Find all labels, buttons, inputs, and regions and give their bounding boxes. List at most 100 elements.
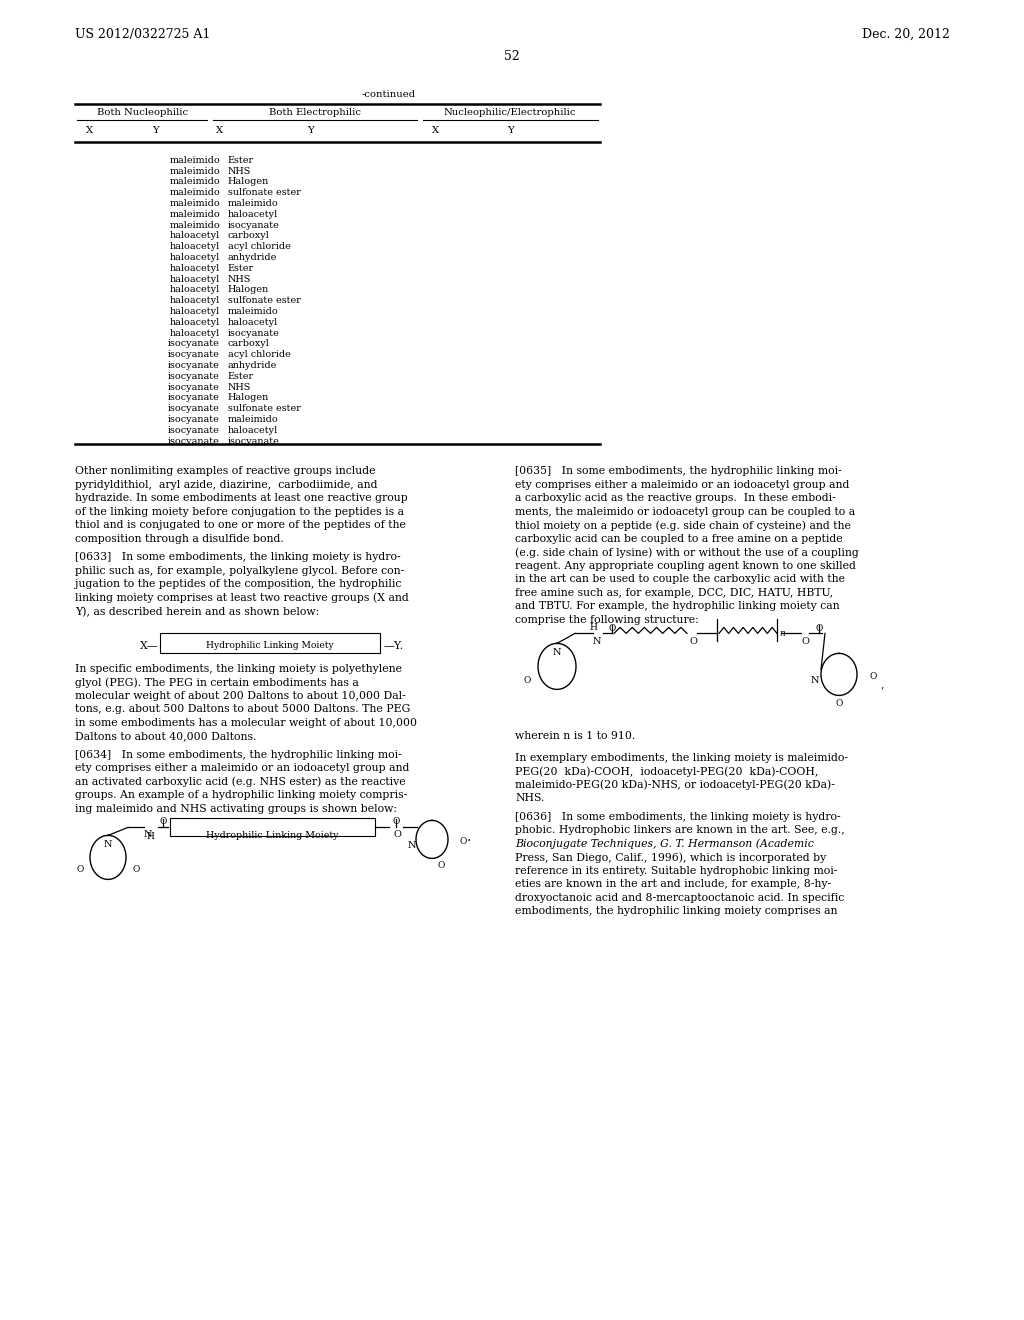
Text: Halogen: Halogen [228, 285, 269, 294]
Text: Y: Y [152, 125, 159, 135]
Text: O: O [437, 862, 444, 870]
Text: an activated carboxylic acid (e.g. NHS ester) as the reactive: an activated carboxylic acid (e.g. NHS e… [75, 777, 406, 788]
Text: ety comprises either a maleimido or an iodoacetyl group and: ety comprises either a maleimido or an i… [515, 480, 849, 490]
Text: US 2012/0322725 A1: US 2012/0322725 A1 [75, 28, 210, 41]
Text: thiol and is conjugated to one or more of the peptides of the: thiol and is conjugated to one or more o… [75, 520, 406, 531]
Text: maleimido: maleimido [169, 210, 220, 219]
Text: linking moiety comprises at least two reactive groups (X and: linking moiety comprises at least two re… [75, 593, 409, 603]
Text: N: N [103, 841, 113, 849]
Text: Other nonlimiting examples of reactive groups include: Other nonlimiting examples of reactive g… [75, 466, 376, 477]
Text: isocyanate: isocyanate [168, 414, 220, 424]
Text: molecular weight of about 200 Daltons to about 10,000 Dal-: molecular weight of about 200 Daltons to… [75, 690, 406, 701]
Text: in some embodiments has a molecular weight of about 10,000: in some embodiments has a molecular weig… [75, 718, 417, 727]
Text: maleimido: maleimido [169, 189, 220, 197]
Text: X: X [431, 125, 438, 135]
Text: O: O [836, 700, 843, 709]
Text: O: O [77, 866, 84, 874]
Text: Nucleophilic/Electrophilic: Nucleophilic/Electrophilic [443, 108, 577, 117]
Text: [0634]   In some embodiments, the hydrophilic linking moi-: [0634] In some embodiments, the hydrophi… [75, 750, 401, 760]
Text: acyl chloride: acyl chloride [228, 242, 291, 251]
Text: 52: 52 [504, 50, 520, 63]
Text: X: X [216, 125, 223, 135]
Text: Hydrophilic Linking Moiety: Hydrophilic Linking Moiety [206, 642, 334, 649]
Text: ments, the maleimido or iodoacetyl group can be coupled to a: ments, the maleimido or iodoacetyl group… [515, 507, 855, 517]
Text: ety comprises either a maleimido or an iodoacetyl group and: ety comprises either a maleimido or an i… [75, 763, 410, 774]
Text: NHS: NHS [228, 275, 251, 284]
Text: In specific embodiments, the linking moiety is polyethylene: In specific embodiments, the linking moi… [75, 664, 402, 675]
Text: haloacetyl: haloacetyl [170, 242, 220, 251]
Text: X—: X— [140, 642, 159, 651]
Text: Ester: Ester [228, 372, 254, 380]
Text: Bioconjugate Techniques, G. T. Hermanson (Academic: Bioconjugate Techniques, G. T. Hermanson… [515, 840, 814, 850]
Text: O: O [393, 830, 400, 840]
Text: O: O [690, 638, 698, 647]
Text: sulfonate ester: sulfonate ester [228, 404, 301, 413]
Text: reference in its entirety. Suitable hydrophobic linking moi-: reference in its entirety. Suitable hydr… [515, 866, 838, 876]
Text: isocyanate: isocyanate [228, 220, 280, 230]
Text: carboxyl: carboxyl [228, 339, 270, 348]
Text: [0633]   In some embodiments, the linking moiety is hydro-: [0633] In some embodiments, the linking … [75, 552, 400, 562]
Text: pyridyldithiol,  aryl azide, diazirine,  carbodiimide, and: pyridyldithiol, aryl azide, diazirine, c… [75, 480, 378, 490]
Text: comprise the following structure:: comprise the following structure: [515, 615, 698, 624]
Text: thiol moiety on a peptide (e.g. side chain of cysteine) and the: thiol moiety on a peptide (e.g. side cha… [515, 520, 851, 531]
Text: [0635]   In some embodiments, the hydrophilic linking moi-: [0635] In some embodiments, the hydrophi… [515, 466, 842, 477]
Text: ing maleimido and NHS activating groups is shown below:: ing maleimido and NHS activating groups … [75, 804, 397, 814]
Text: isocyanate: isocyanate [228, 437, 280, 446]
Text: haloacetyl: haloacetyl [170, 296, 220, 305]
Text: Ester: Ester [228, 264, 254, 273]
Text: acyl chloride: acyl chloride [228, 350, 291, 359]
Text: —Y.: —Y. [384, 642, 404, 651]
Text: Ester: Ester [228, 156, 254, 165]
Text: carboxyl: carboxyl [228, 231, 270, 240]
Text: N: N [593, 638, 601, 647]
Text: Dec. 20, 2012: Dec. 20, 2012 [862, 28, 950, 41]
Text: free amine such as, for example, DCC, DIC, HATU, HBTU,: free amine such as, for example, DCC, DI… [515, 587, 834, 598]
Text: N: N [408, 841, 416, 850]
Text: isocyanate: isocyanate [168, 393, 220, 403]
Text: O: O [608, 624, 615, 634]
Text: haloacetyl: haloacetyl [228, 426, 279, 434]
Text: Press, San Diego, Calif., 1996), which is incorporated by: Press, San Diego, Calif., 1996), which i… [515, 853, 826, 863]
Text: haloacetyl: haloacetyl [228, 318, 279, 327]
Text: Y: Y [306, 125, 313, 135]
Text: O: O [815, 624, 822, 634]
Text: isocyanate: isocyanate [168, 404, 220, 413]
Text: phobic. Hydrophobic linkers are known in the art. See, e.g.,: phobic. Hydrophobic linkers are known in… [515, 825, 845, 836]
Text: O: O [160, 817, 167, 826]
Text: reagent. Any appropriate coupling agent known to one skilled: reagent. Any appropriate coupling agent … [515, 561, 856, 572]
Text: O: O [392, 817, 399, 826]
Text: haloacetyl: haloacetyl [170, 275, 220, 284]
Text: carboxylic acid can be coupled to a free amine on a peptide: carboxylic acid can be coupled to a free… [515, 533, 843, 544]
Text: X: X [86, 125, 93, 135]
Text: embodiments, the hydrophilic linking moiety comprises an: embodiments, the hydrophilic linking moi… [515, 907, 838, 916]
Text: jugation to the peptides of the composition, the hydrophilic: jugation to the peptides of the composit… [75, 579, 401, 590]
Text: maleimido: maleimido [228, 414, 279, 424]
Text: haloacetyl: haloacetyl [170, 253, 220, 261]
Text: sulfonate ester: sulfonate ester [228, 296, 301, 305]
Text: wherein n is 1 to 910.: wherein n is 1 to 910. [515, 731, 635, 742]
Text: (e.g. side chain of lysine) with or without the use of a coupling: (e.g. side chain of lysine) with or with… [515, 548, 859, 558]
Text: maleimido: maleimido [169, 199, 220, 209]
Text: isocyanate: isocyanate [168, 339, 220, 348]
Text: Both Electrophilic: Both Electrophilic [269, 108, 361, 117]
Text: In exemplary embodiments, the linking moiety is maleimido-: In exemplary embodiments, the linking mo… [515, 752, 848, 763]
Text: isocyanate: isocyanate [168, 372, 220, 380]
Text: Hydrophilic Linking Moiety: Hydrophilic Linking Moiety [206, 832, 339, 841]
Text: of the linking moiety before conjugation to the peptides is a: of the linking moiety before conjugation… [75, 507, 404, 517]
Text: n: n [779, 630, 784, 639]
Text: anhydride: anhydride [228, 360, 278, 370]
Text: philic such as, for example, polyalkylene glycol. Before con-: philic such as, for example, polyalkylen… [75, 566, 404, 576]
Text: isocyanate: isocyanate [168, 360, 220, 370]
Text: N: N [811, 676, 819, 685]
Text: -continued: -continued [362, 90, 416, 99]
Text: composition through a disulfide bond.: composition through a disulfide bond. [75, 533, 284, 544]
Text: maleimido: maleimido [228, 199, 279, 209]
Text: haloacetyl: haloacetyl [170, 285, 220, 294]
Text: haloacetyl: haloacetyl [170, 231, 220, 240]
Text: O: O [460, 837, 467, 846]
Bar [160, 632, 380, 653]
Text: isocyanate: isocyanate [168, 426, 220, 434]
Text: .: . [467, 830, 471, 845]
Text: Y: Y [507, 125, 513, 135]
Text: Both Nucleophilic: Both Nucleophilic [97, 108, 188, 117]
